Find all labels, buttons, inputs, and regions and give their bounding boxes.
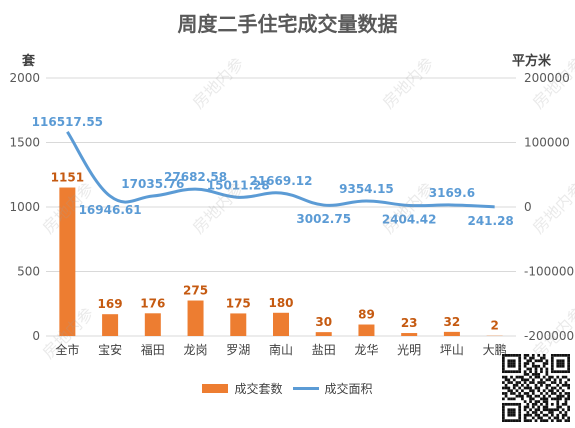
x-tick-label: 大鹏 [483, 343, 507, 357]
legend-line-label: 成交面积 [324, 382, 373, 396]
right-axis-unit-label: 平方米 [512, 54, 552, 69]
bar [401, 333, 418, 336]
x-tick-label: 龙华 [354, 343, 378, 357]
left-axis-unit-label: 套 [22, 54, 36, 69]
bar-data-label: 1151 [51, 171, 84, 185]
area-line-series [66, 131, 495, 209]
x-tick-label: 龙岗 [184, 343, 208, 357]
bar [59, 187, 76, 336]
legend-item-line: 成交面积 [292, 380, 373, 397]
right-tick-label: 0 [524, 200, 532, 214]
bar [230, 313, 247, 336]
bar-data-label: 89 [358, 308, 375, 322]
legend-bar-swatch [202, 384, 229, 393]
right-tick-label: 200000 [524, 71, 570, 85]
bar [273, 312, 289, 336]
left-tick-label: 2000 [9, 71, 40, 85]
legend-item-bar: 成交套数 [202, 380, 283, 397]
line-data-label: 17035.76 [121, 177, 184, 191]
line-data-label: 3169.6 [429, 186, 475, 200]
x-tick-label: 坪山 [440, 343, 464, 357]
x-tick-label: 福田 [141, 342, 165, 357]
x-tick-label: 盐田 [312, 343, 336, 357]
bar-data-label: 180 [268, 296, 293, 310]
line-data-label: 2404.42 [382, 212, 437, 226]
qr-code-icon [502, 354, 570, 422]
chart-title: 周度二手住宅成交量数据 [177, 12, 398, 36]
bar-data-label: 176 [140, 296, 165, 310]
bar-data-label: 30 [315, 315, 332, 329]
left-tick-label: 0 [32, 329, 40, 343]
x-tick-label: 全市 [55, 342, 79, 357]
bar-data-label: 169 [98, 297, 123, 311]
bar [358, 324, 375, 336]
left-tick-label: 1500 [9, 136, 40, 150]
x-tick-label: 南山 [269, 342, 293, 357]
legend-bar-label: 成交套数 [234, 382, 283, 396]
x-tick-label: 罗湖 [226, 342, 250, 357]
line-data-label: 21669.12 [249, 174, 312, 188]
bar-data-label: 32 [444, 315, 461, 329]
line-data-label: 16946.61 [79, 203, 142, 217]
bar [187, 300, 204, 336]
bar-data-label: 2 [490, 319, 498, 333]
line-data-label: 15011.28 [207, 178, 270, 192]
x-tick-label: 光明 [397, 343, 421, 357]
left-tick-label: 1000 [9, 200, 40, 214]
legend: 成交套数 成交面积 [0, 380, 575, 397]
legend-line-swatch [292, 387, 319, 390]
bar-data-label: 275 [183, 284, 208, 298]
line-data-label: 3002.75 [296, 212, 351, 226]
left-tick-label: 500 [17, 265, 40, 279]
right-tick-label: 100000 [524, 136, 570, 150]
line-data-label: 116517.55 [32, 115, 103, 129]
bar [102, 314, 119, 336]
line-data-label: 9354.15 [339, 182, 394, 196]
line-data-label: 241.28 [467, 214, 513, 228]
bar [315, 332, 332, 336]
bar-data-label: 23 [401, 316, 418, 330]
x-tick-label: 宝安 [98, 342, 122, 357]
bar-data-label: 175 [226, 296, 251, 310]
bar [443, 331, 460, 336]
right-tick-label: -100000 [524, 265, 574, 279]
right-tick-label: -200000 [524, 329, 574, 343]
bar [144, 313, 161, 336]
line-data-label: 27682.58 [164, 170, 227, 184]
